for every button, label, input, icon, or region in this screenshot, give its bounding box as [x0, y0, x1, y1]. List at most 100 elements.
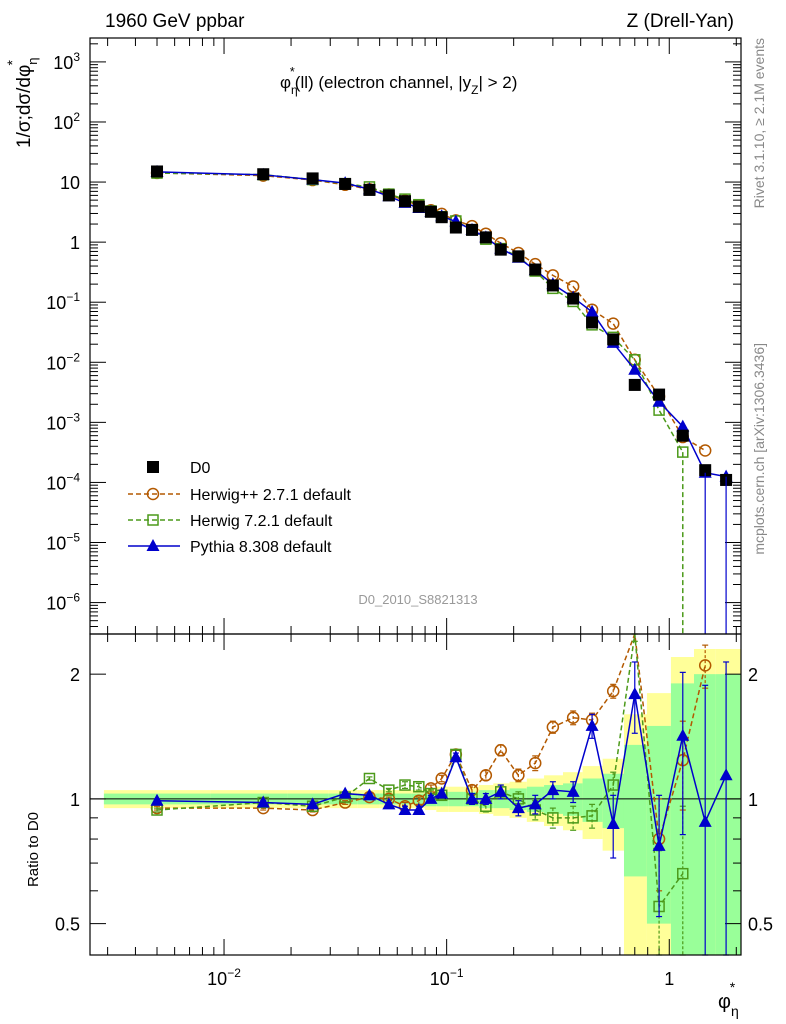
x-tick-exponent: −2	[227, 966, 241, 980]
y-tick-label: 10−4	[46, 470, 80, 493]
ratio-point	[607, 779, 619, 791]
legend-label: Herwig 7.2.1 default	[190, 513, 333, 530]
ratio-point	[494, 744, 508, 757]
ratio-point	[256, 795, 270, 808]
xlabel-sup: *	[730, 979, 736, 995]
y-tick-mantissa: 10	[46, 353, 66, 373]
ratio-point	[363, 772, 376, 785]
ratio-point	[677, 867, 689, 880]
ratio-point	[479, 769, 493, 782]
y-tick-exponent: 2	[73, 110, 80, 124]
ratio-point	[586, 810, 598, 822]
y-tick-mantissa: 10	[53, 113, 73, 133]
ratio-point	[546, 783, 560, 796]
ratio-point	[449, 750, 463, 763]
data-point	[398, 195, 411, 208]
ratio-point	[398, 803, 412, 816]
y-tick-exponent: −1	[66, 290, 80, 304]
y-tick-exponent: −6	[66, 591, 80, 605]
ratio-point	[362, 788, 376, 801]
legend-marker	[146, 487, 160, 501]
ratio-point	[567, 812, 579, 824]
y-tick-exponent: −3	[66, 410, 80, 424]
title-sup: *	[290, 64, 295, 79]
x-tick-label: 10−2	[207, 966, 241, 989]
legend-marker	[147, 514, 159, 526]
ratio-point	[338, 786, 352, 799]
x-tick-exponent: −1	[450, 966, 464, 980]
data-point	[567, 292, 580, 305]
main-panel-frame	[89, 37, 742, 635]
series-dropoffs	[682, 452, 727, 634]
data-point	[424, 205, 437, 218]
xlabel-sub: η	[731, 1003, 739, 1019]
ratio-point	[585, 718, 599, 731]
plot-title: φη *(ll) (electron channel, |yZ| > 2)	[280, 64, 517, 97]
header-right: Z (Drell-Yan)	[627, 11, 734, 32]
legend-entry-2: Herwig 7.2.1 default	[128, 513, 333, 530]
band-inner	[623, 744, 647, 877]
ratio-point	[528, 756, 542, 770]
data-point	[494, 243, 507, 256]
xlabel-phi: φ	[718, 991, 731, 1013]
x-tick-mantissa: 1	[664, 969, 674, 989]
data-point	[382, 189, 395, 202]
ratio-point	[150, 793, 164, 806]
data-point	[257, 168, 270, 181]
ratio-series-line	[156, 633, 684, 909]
ratio-point	[566, 784, 580, 797]
y-tick-mantissa: 10	[60, 173, 80, 193]
data-point	[676, 429, 689, 442]
y-tick-mantissa: 10	[46, 534, 66, 554]
data-point	[676, 419, 690, 432]
ratio-point	[465, 791, 479, 804]
data-point	[546, 279, 559, 292]
series-0	[151, 165, 733, 486]
data-point	[529, 263, 542, 276]
ratio-point	[719, 768, 733, 781]
ratio-point	[566, 711, 580, 724]
ratio-point	[676, 728, 690, 741]
ratio-point	[413, 780, 425, 793]
data-point	[151, 165, 164, 178]
data-point	[628, 362, 642, 375]
y-tick-mantissa: 10	[46, 413, 66, 433]
x-tick-label: 1	[664, 969, 674, 989]
y-tick-exponent: −5	[66, 531, 80, 545]
ylabel-sup: *	[4, 59, 20, 65]
ratio-point	[382, 797, 396, 810]
x-axis-label: φη *	[718, 979, 739, 1019]
ratio-point	[435, 786, 449, 799]
rivet-label: Rivet 3.1.10, ≥ 2.1M events	[751, 38, 767, 208]
legend-label: Herwig++ 2.7.1 default	[190, 487, 352, 504]
header-left: 1960 GeV ppbar	[105, 11, 245, 32]
ratio-point	[528, 797, 542, 810]
data-point	[698, 444, 712, 457]
data-point	[699, 464, 712, 477]
y-tick-exponent: −4	[66, 470, 80, 484]
ratio-series-2	[150, 661, 733, 956]
legend-label: Pythia 8.308 default	[190, 539, 332, 556]
ratio-point	[412, 803, 426, 816]
data-point	[449, 221, 462, 234]
x-tick-label: 10−1	[430, 966, 464, 989]
y-tick-label: 1	[70, 233, 80, 253]
ratio-point	[494, 784, 508, 797]
y-tick-mantissa: 10	[53, 53, 73, 73]
title-phi: φ	[280, 73, 291, 92]
ratio-point	[547, 812, 559, 824]
y-tick-label: 10−5	[46, 531, 80, 554]
data-point	[607, 333, 620, 346]
ratio-point	[512, 769, 525, 782]
ratio-y-tick-label-left: 0.5	[55, 915, 80, 935]
y-tick-mantissa: 10	[46, 293, 66, 313]
ratio-point	[606, 816, 620, 829]
y-tick-mantissa: 10	[46, 473, 66, 493]
data-point	[339, 177, 352, 190]
data-point	[306, 172, 319, 185]
title-mid: (ll) (electron channel, |y	[295, 73, 472, 92]
y-tick-label: 10−3	[46, 410, 80, 433]
data-point	[653, 388, 666, 401]
x-tick-mantissa: 10	[430, 969, 450, 989]
